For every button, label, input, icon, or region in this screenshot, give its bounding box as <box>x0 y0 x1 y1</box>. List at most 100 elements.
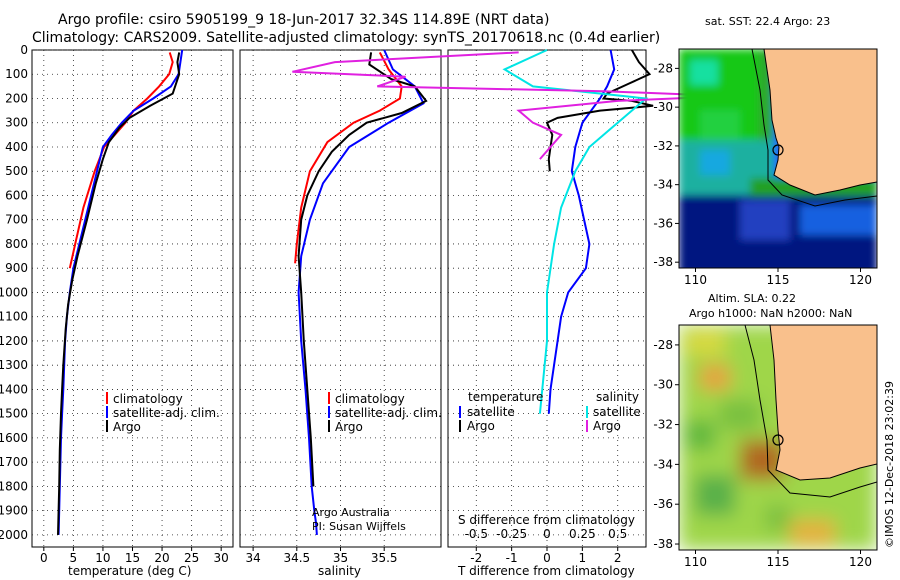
lon-tick-label: 120 <box>849 273 872 287</box>
series-line-satellite-adj-clim- <box>297 49 425 535</box>
sst-map-axis-ticks: 110 115 120 -28 -30 -32 -34 -36 -38 <box>653 61 872 287</box>
lat-tick-label: -30 <box>653 378 673 392</box>
series-line-satellite-adj-clim- <box>57 49 184 535</box>
depth-tick-label: 1200 <box>0 334 28 348</box>
temperature-grid <box>32 49 233 547</box>
series-line-s-argo <box>292 51 731 160</box>
depth-tick-label: 700 <box>5 213 28 227</box>
lat-tick-label: -36 <box>653 216 673 230</box>
series-line-t-argo <box>545 49 654 172</box>
depth-tick-label: 500 <box>5 164 28 178</box>
sla-map-panel: Altim. SLA: 0.22 Argo h1000: NaN h2000: … <box>653 292 878 569</box>
salinity-grid <box>240 49 441 547</box>
sst-map-title: sat. SST: 22.4 Argo: 23 <box>705 15 830 28</box>
land-mass <box>764 49 877 195</box>
lat-tick-label: -36 <box>653 497 673 511</box>
legend-satellite-label: satellite-adj. clim. <box>335 406 442 420</box>
s-difference-axis-ticks: -0.5 -0.25 0 0.25 0.5 <box>465 527 628 541</box>
argo-float-marker <box>772 434 784 446</box>
depth-tick-label: 1500 <box>0 407 28 421</box>
depth-tick-label: 2000 <box>0 528 28 542</box>
difference-panel: -2 -1 0 1 2 -0.5 -0.25 0 0.25 0.5 T difference f… <box>292 49 731 578</box>
lon-tick-label: 115 <box>767 555 790 569</box>
lat-tick-label: -32 <box>653 139 673 153</box>
lat-tick-label: -34 <box>653 457 673 471</box>
x-tick-label: 10 <box>95 551 110 565</box>
depth-tick-label: 1100 <box>0 310 28 324</box>
legend-s-argo-label: Argo <box>593 419 621 433</box>
lat-tick-label: -32 <box>653 418 673 432</box>
sla-map-axis-ticks: 110 115 120 -28 -30 -32 -34 -36 -38 <box>653 338 872 569</box>
x-tick-label: 2 <box>614 551 622 565</box>
legend-climatology-label: climatology <box>335 392 405 406</box>
x-tick-label: 0 <box>40 551 48 565</box>
x-tick-label: 20 <box>154 551 169 565</box>
series-line-s-satellite <box>502 49 649 414</box>
x-tick-label: 34 <box>245 551 260 565</box>
temperature-panel: 0100200300400500600700800900100011001200… <box>0 43 234 578</box>
sst-map-panel: sat. SST: 22.4 Argo: 23 110 115 120-28-30- <box>653 15 878 287</box>
x-tick-label: -1 <box>506 551 518 565</box>
lat-tick-label: -34 <box>653 178 673 192</box>
x-tick-label: -2 <box>470 551 482 565</box>
s-diff-tick-label: 0.5 <box>608 527 627 541</box>
difference-series <box>292 49 731 414</box>
lon-tick-label: 110 <box>684 273 707 287</box>
s-difference-axis-label: S difference from climatology <box>458 513 635 527</box>
depth-tick-label: 300 <box>5 116 28 130</box>
lat-tick-label: -28 <box>653 338 673 352</box>
x-tick-label: 0 <box>543 551 551 565</box>
salinity-panel-frame <box>239 49 442 548</box>
salinity-panel: 34 34.5 35 35.5 salinity climatology satell… <box>239 49 442 578</box>
figure-title-line1: Argo profile: csiro 5905199_9 18-Jun-201… <box>58 12 549 28</box>
lon-tick-label: 120 <box>849 555 872 569</box>
salinity-series <box>294 49 428 535</box>
sla-map-title-line2: Argo h1000: NaN h2000: NaN <box>689 307 852 320</box>
s-diff-tick-label: 0.25 <box>569 527 596 541</box>
salinity-axis-ticks: 34 34.5 35 35.5 <box>245 547 398 565</box>
credit-argo-australia: Argo Australia <box>312 506 390 519</box>
salinity-axis-label: salinity <box>318 564 361 578</box>
x-tick-label: 30 <box>214 551 229 565</box>
legend-s-satellite-label: satellite <box>593 405 641 419</box>
depth-tick-label: 900 <box>5 261 28 275</box>
x-tick-label: 1 <box>579 551 587 565</box>
legend-t-argo-label: Argo <box>467 419 495 433</box>
x-tick-label: 35.5 <box>371 551 398 565</box>
x-tick-label: 35 <box>333 551 348 565</box>
legend-temperature-title: temperature <box>468 390 543 404</box>
temperature-axis-label: temperature (deg C) <box>68 564 191 578</box>
lat-tick-label: -30 <box>653 100 673 114</box>
temperature-series <box>57 49 184 535</box>
legend-satellite-label: satellite-adj. clim. <box>113 406 220 420</box>
depth-tick-label: 600 <box>5 188 28 202</box>
x-tick-label: 15 <box>125 551 140 565</box>
difference-legend: temperature salinity satellite Argo sate… <box>459 390 641 433</box>
sst-map-image <box>679 49 877 268</box>
credit-pi-name: PI: Susan Wijffels <box>312 520 406 533</box>
series-line-argo <box>57 52 181 535</box>
t-difference-axis-ticks: -2 -1 0 1 2 <box>470 547 622 565</box>
depth-tick-label: 200 <box>5 91 28 105</box>
s-diff-tick-label: -0.5 <box>465 527 488 541</box>
legend-argo-label: Argo <box>335 420 363 434</box>
depth-axis-ticks: 0 100 200 300 400 500 600 700 800 900 1000 1100 1200… <box>0 43 28 542</box>
depth-tick-label: 1700 <box>0 455 28 469</box>
x-tick-label: 5 <box>70 551 78 565</box>
depth-tick-label: 1300 <box>0 358 28 372</box>
temperature-panel-frame <box>31 49 234 548</box>
sla-map-title-line1: Altim. SLA: 0.22 <box>708 292 796 305</box>
legend-climatology-label: climatology <box>113 392 183 406</box>
depth-tick-label: 1000 <box>0 285 28 299</box>
lat-tick-label: -38 <box>653 255 673 269</box>
depth-tick-label: 1600 <box>0 431 28 445</box>
lon-tick-label: 115 <box>767 273 790 287</box>
depth-tick-label: 800 <box>5 237 28 251</box>
depth-contour <box>751 49 877 207</box>
depth-tick-label: 0 <box>20 43 28 57</box>
depth-tick-label: 100 <box>5 67 28 81</box>
depth-tick-label: 1800 <box>0 479 28 493</box>
x-tick-label: 34.5 <box>283 551 310 565</box>
x-tick-label: 25 <box>184 551 199 565</box>
depth-tick-label: 1400 <box>0 382 28 396</box>
